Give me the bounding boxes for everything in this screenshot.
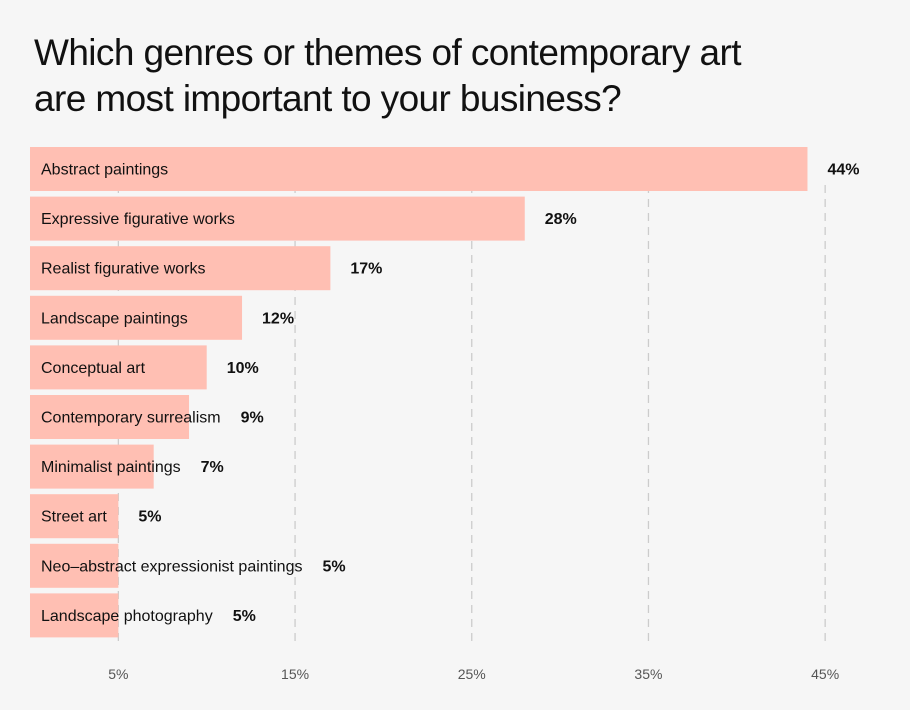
value-label: 17% [350,261,382,278]
category-label: Realist figurative works [41,261,206,278]
bar [30,246,331,291]
category-label: Expressive figurative works [41,211,235,228]
category-label: Contemporary surrealism [41,410,221,427]
bar [30,345,207,390]
value-label: 5% [233,608,256,625]
category-label: Landscape photography [41,608,213,625]
category-label: Landscape paintings [41,310,188,327]
chart-title: Which genres or themes of contemporary a… [34,32,741,119]
category-label: Abstract paintings [41,162,168,179]
category-label: Neo–abstract expressionist paintings [41,558,302,575]
value-label: 10% [227,360,259,377]
x-tick-label: 25% [458,666,486,682]
bar [30,543,119,588]
x-tick-label: 35% [634,666,662,682]
value-label: 44% [827,162,859,179]
value-label: 12% [262,310,294,327]
x-tick-label: 15% [281,666,309,682]
x-tick-label: 5% [108,666,128,682]
bar [30,395,190,439]
category-label: Conceptual art [41,360,146,377]
bar [30,593,119,638]
x-tick-label: 45% [811,666,839,682]
bar [30,196,525,241]
value-label: 28% [545,211,577,228]
value-label: 5% [322,558,345,575]
category-label: Minimalist paintings [41,459,181,476]
value-label: 9% [241,410,264,427]
value-label: 5% [138,509,161,526]
bar [30,494,119,539]
bar [30,147,808,191]
bar [30,444,154,489]
bar [30,295,243,340]
category-label: Street art [41,509,107,526]
value-label: 7% [201,459,224,476]
